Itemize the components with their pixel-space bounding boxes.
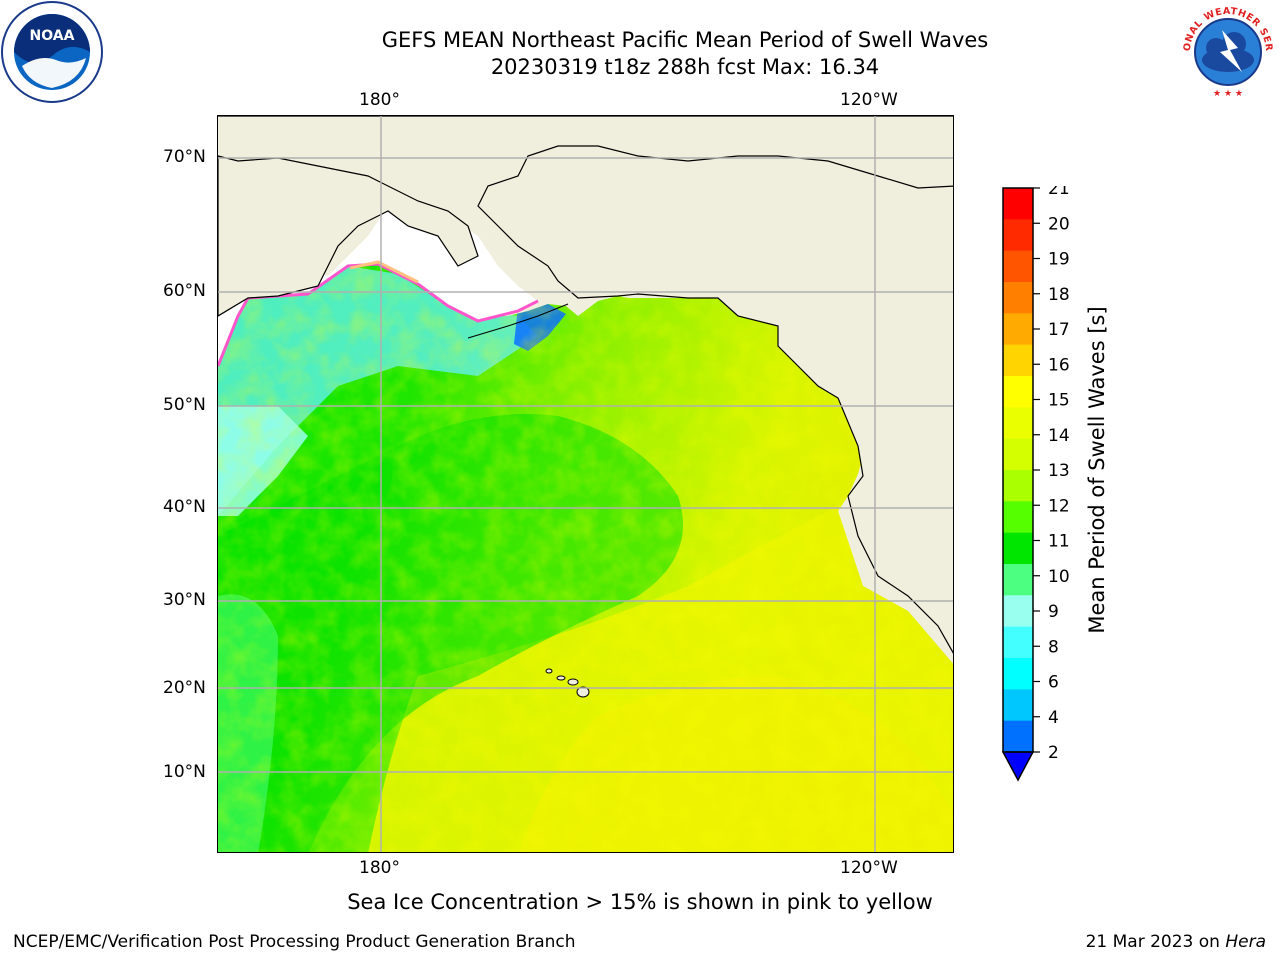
- colorbar-swatch: [1003, 595, 1033, 628]
- chart-title: GEFS MEAN Northeast Pacific Mean Period …: [381, 28, 989, 52]
- lon-label-bottom-180: 180°: [359, 858, 400, 878]
- colorbar-tick-label: 13: [1048, 461, 1070, 481]
- colorbar-tick-label: 8: [1048, 637, 1059, 657]
- hawaii-islands: [545, 668, 590, 698]
- colorbar-tick-label: 15: [1048, 391, 1070, 411]
- sea-ice-note: Sea Ice Concentration > 15% is shown in …: [0, 890, 1280, 914]
- colorbar-swatch: [1003, 658, 1033, 690]
- colorbar-tick-label: 12: [1048, 496, 1070, 516]
- sea-ice-note-text: Sea Ice Concentration > 15% is shown in …: [347, 890, 933, 914]
- colorbar-swatch: [1003, 188, 1033, 220]
- colorbar-swatch: [1003, 626, 1033, 659]
- footer-credit: NCEP/EMC/Verification Post Processing Pr…: [13, 932, 576, 952]
- nws-logo: NATIONAL WEATHER SERVICE ★ ★ ★: [1172, 0, 1280, 104]
- lat-label-10n: 10°N: [163, 762, 206, 782]
- svg-text:★ ★ ★: ★ ★ ★: [1213, 89, 1243, 99]
- colorbar-tick-label: 21: [1048, 186, 1070, 199]
- colorbar-tick-label: 16: [1048, 355, 1070, 375]
- colorbar-tick-label: 10: [1048, 567, 1070, 587]
- colorbar-tick-label: 19: [1048, 250, 1070, 270]
- noaa-logo-text: NOAA: [30, 28, 75, 44]
- colorbar-swatch: [1003, 438, 1033, 471]
- colorbar-swatch: [1003, 250, 1033, 283]
- map-gridlines: [218, 116, 953, 852]
- lon-label-top-180: 180°: [359, 90, 400, 110]
- colorbar-swatch: [1003, 376, 1033, 408]
- colorbar-tick-label: 14: [1048, 426, 1070, 446]
- colorbar-tick-label: 18: [1048, 285, 1070, 305]
- chart-subtitle: 20230319 t18z 288h fcst Max: 16.34: [490, 55, 880, 79]
- footer-date-text: 21 Mar 2023 on: [1085, 932, 1226, 952]
- lon-label-top-120w: 120°W: [840, 90, 898, 110]
- colorbar-swatch: [1003, 501, 1033, 534]
- swell-period-map: [217, 115, 954, 853]
- colorbar: 21 20 19 18 17 16 15 14 13 12 11 10 9 8 6 4 2: [1000, 179, 1085, 786]
- colorbar-swatch: [1003, 689, 1033, 722]
- colorbar-tick-label: 2: [1048, 743, 1059, 763]
- colorbar-swatch: [1003, 313, 1033, 346]
- colorbar-swatch: [1003, 470, 1033, 502]
- noaa-logo: NOAA: [0, 0, 104, 104]
- colorbar-swatch: [1003, 564, 1033, 596]
- lon-label-bottom-120w: 120°W: [840, 858, 898, 878]
- colorbar-tick-label: 6: [1048, 673, 1059, 693]
- colorbar-underflow: [1001, 751, 1035, 782]
- footer-date: 21 Mar 2023 on Hera: [1086, 932, 1266, 952]
- colorbar-title: Mean Period of Swell Waves [s]: [1085, 306, 1109, 634]
- lat-label-50n: 50°N: [163, 395, 206, 415]
- colorbar-tick-label: 9: [1048, 602, 1059, 622]
- colorbar-swatch: [1003, 282, 1033, 314]
- lat-label-20n: 20°N: [163, 678, 206, 698]
- colorbar-tick-label: 20: [1048, 214, 1070, 234]
- lat-label-60n: 60°N: [163, 281, 206, 301]
- colorbar-swatch: [1003, 720, 1033, 753]
- colorbar-swatch: [1003, 344, 1033, 377]
- colorbar-tick-label: 17: [1048, 320, 1070, 340]
- lat-label-70n: 70°N: [163, 147, 206, 167]
- lat-label-30n: 30°N: [163, 590, 206, 610]
- lat-label-40n: 40°N: [163, 497, 206, 517]
- colorbar-tick-label: 11: [1048, 532, 1070, 552]
- colorbar-tick-label: 4: [1048, 708, 1059, 728]
- footer-host: Hera: [1225, 932, 1266, 952]
- colorbar-swatch: [1003, 219, 1033, 252]
- colorbar-swatch: [1003, 407, 1033, 440]
- colorbar-swatch: [1003, 532, 1033, 565]
